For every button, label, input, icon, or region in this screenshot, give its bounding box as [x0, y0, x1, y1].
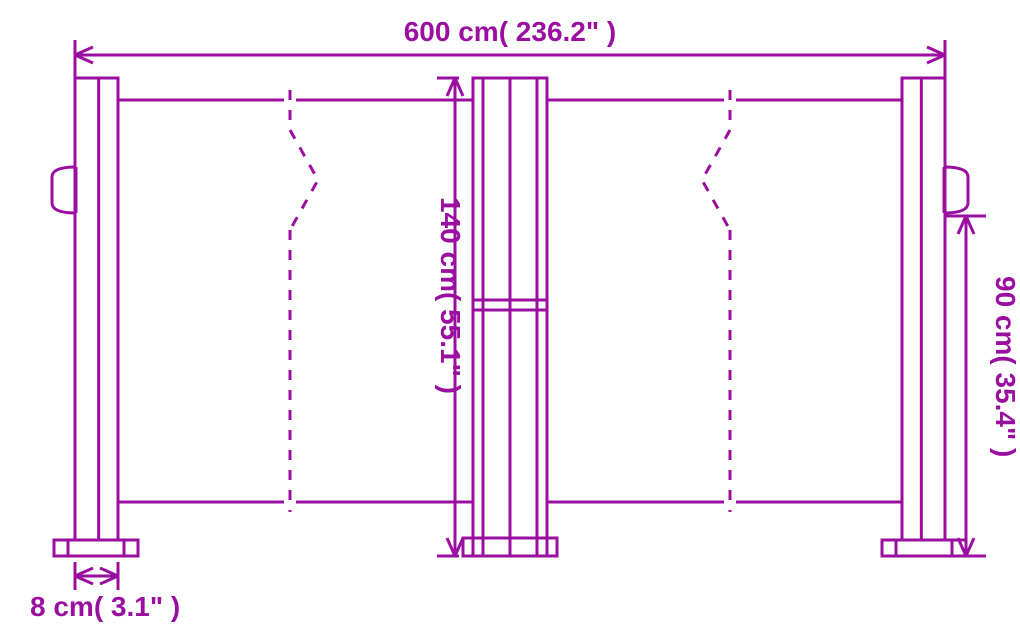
dim-width-label: 600 cm( 236.2" )	[404, 16, 617, 47]
right-post-handle-icon	[944, 167, 968, 213]
right-post-body	[902, 78, 945, 540]
break-right-notch	[702, 130, 730, 230]
dim-height-label: 140 cm( 55.1" )	[435, 197, 466, 394]
break-left-notch	[290, 130, 318, 230]
left-post-body	[75, 78, 118, 540]
dim-postheight-label: 90 cm( 35.4" )	[990, 276, 1020, 457]
left-post-handle-icon	[52, 167, 76, 213]
dim-postwidth-label: 8 cm( 3.1" )	[30, 591, 180, 622]
